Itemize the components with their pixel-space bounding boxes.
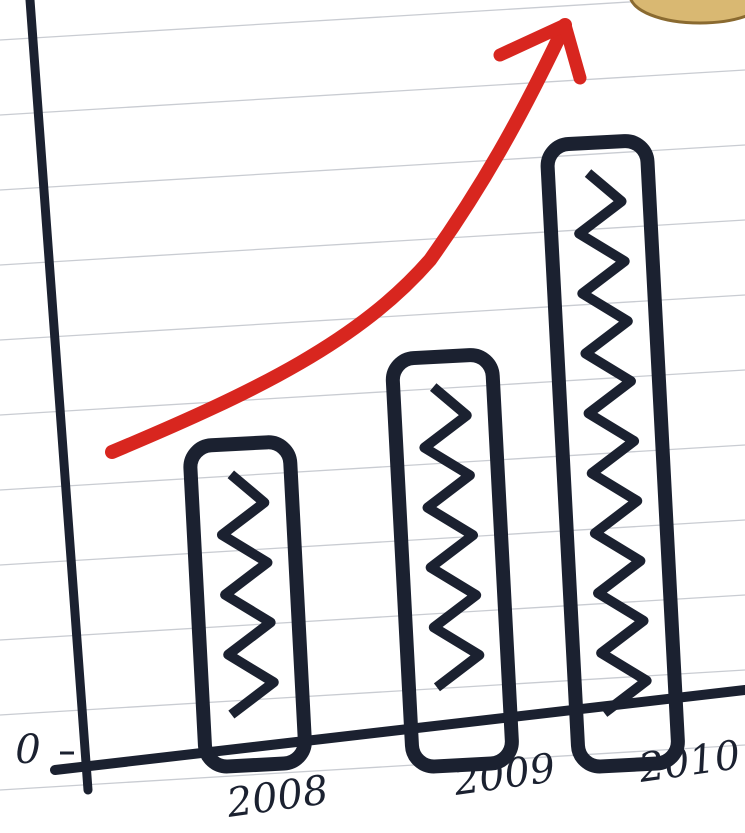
trend-arrow — [105, 18, 572, 459]
arrow-head — [493, 18, 587, 85]
bar-scribble — [574, 169, 652, 717]
bar — [385, 348, 519, 774]
y-axis — [25, 0, 93, 795]
y-tick-label: 0 — [15, 727, 40, 773]
bar-scribble — [419, 383, 485, 692]
bar — [540, 134, 685, 774]
bar — [183, 435, 312, 774]
bar-scribble — [216, 470, 279, 719]
x-axis — [50, 685, 745, 775]
coin — [629, 0, 745, 25]
